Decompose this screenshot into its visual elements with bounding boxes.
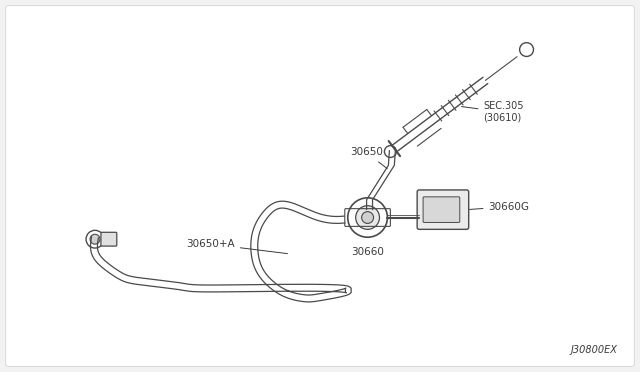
Text: 30660G: 30660G (470, 202, 529, 212)
Text: J30800EX: J30800EX (570, 346, 618, 355)
Circle shape (90, 234, 100, 244)
Circle shape (348, 198, 387, 237)
FancyBboxPatch shape (101, 232, 116, 246)
Circle shape (86, 230, 104, 248)
FancyBboxPatch shape (417, 190, 468, 230)
Text: 30660: 30660 (351, 247, 384, 257)
Circle shape (356, 206, 380, 230)
FancyBboxPatch shape (423, 197, 460, 222)
FancyBboxPatch shape (6, 6, 634, 366)
Circle shape (520, 43, 534, 57)
Text: 30650+A: 30650+A (186, 239, 287, 254)
Text: 30650: 30650 (349, 147, 387, 169)
Text: SEC.305
(30610): SEC.305 (30610) (461, 102, 524, 123)
Circle shape (362, 212, 374, 224)
